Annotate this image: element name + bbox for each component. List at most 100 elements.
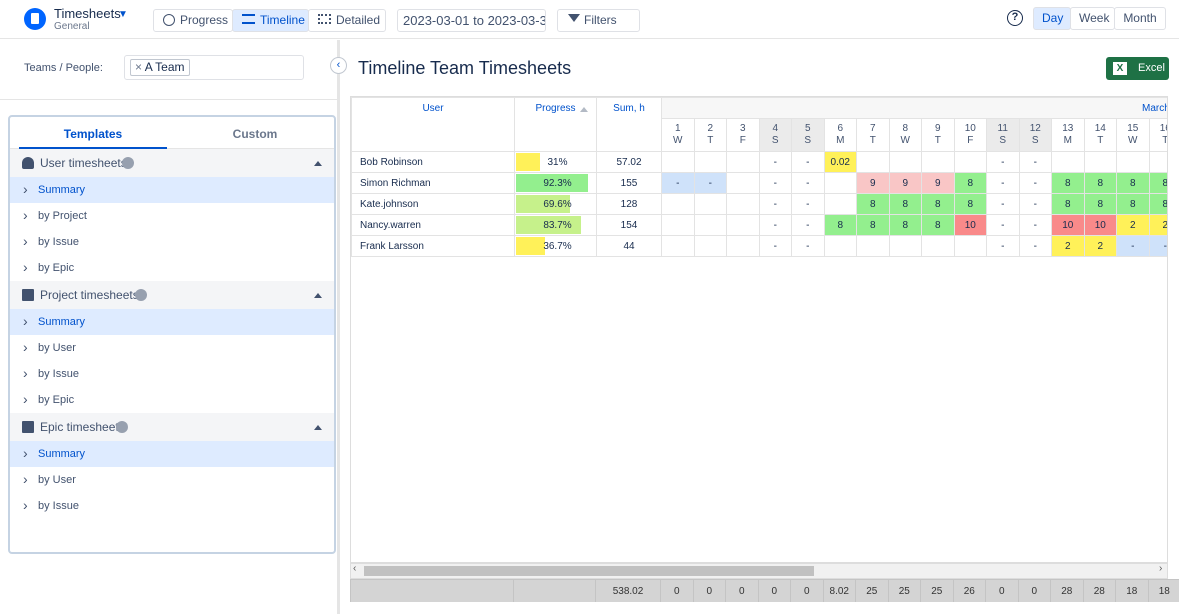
template-item[interactable]: Summary (10, 309, 334, 335)
app-dropdown[interactable]: ▼ (118, 9, 128, 20)
day-cell[interactable] (921, 151, 955, 173)
day-cell[interactable] (1083, 151, 1117, 173)
day-cell[interactable] (693, 151, 727, 173)
user-row[interactable]: Bob Robinson 31% 57.02- -0.02- - (351, 151, 1167, 173)
scroll-thumb[interactable] (364, 566, 814, 576)
day-cell[interactable] (888, 235, 922, 257)
zoom-month[interactable]: Month (1114, 7, 1166, 30)
day-cell[interactable]: - (791, 235, 825, 257)
day-cell[interactable]: 8 (1051, 172, 1085, 194)
day-cell[interactable] (1148, 151, 1167, 173)
day-cell[interactable] (693, 214, 727, 236)
day-cell[interactable]: 8 (888, 193, 922, 215)
day-cell[interactable] (1051, 151, 1085, 173)
day-cell[interactable]: - (1018, 235, 1052, 257)
template-item[interactable]: by Issue (10, 493, 334, 519)
day-cell[interactable]: - (758, 235, 792, 257)
teams-input[interactable]: × A Team (124, 55, 304, 80)
day-cell[interactable]: 10 (1083, 214, 1117, 236)
day-cell[interactable]: 2 (1051, 235, 1085, 257)
collapse-arrow[interactable] (314, 425, 322, 430)
day-cell[interactable]: - (791, 172, 825, 194)
day-cell[interactable] (726, 151, 760, 173)
help-icon[interactable]: ? (1007, 10, 1023, 26)
day-cell[interactable]: 8 (1116, 193, 1150, 215)
day-cell[interactable]: - (791, 214, 825, 236)
scroll-right[interactable]: › (1159, 563, 1163, 574)
day-cell[interactable]: 8 (1083, 193, 1117, 215)
day-cell[interactable]: - (986, 172, 1020, 194)
day-cell[interactable]: 10 (953, 214, 987, 236)
group-header[interactable]: Project timesheets (10, 281, 334, 309)
column-header[interactable]: Progress (514, 97, 597, 152)
day-cell[interactable]: 10 (1051, 214, 1085, 236)
day-cell[interactable] (856, 235, 890, 257)
day-cell[interactable]: - (1018, 193, 1052, 215)
day-cell[interactable] (726, 172, 760, 194)
day-cell[interactable]: 8 (921, 193, 955, 215)
day-cell[interactable]: - (986, 214, 1020, 236)
group-header[interactable]: User timesheets (10, 149, 334, 177)
day-cell[interactable] (661, 235, 695, 257)
day-cell[interactable]: - (1018, 172, 1052, 194)
day-cell[interactable]: 8 (1116, 172, 1150, 194)
day-cell[interactable]: 8 (823, 214, 857, 236)
app-title[interactable]: Timesheets (54, 6, 121, 21)
h-scrollbar[interactable]: ‹ › (350, 563, 1168, 579)
scroll-left[interactable]: ‹ (353, 563, 357, 574)
template-item[interactable]: by User (10, 335, 334, 361)
day-cell[interactable]: - (986, 193, 1020, 215)
template-item[interactable]: Summary (10, 177, 334, 203)
zoom-week[interactable]: Week (1070, 7, 1115, 30)
day-cell[interactable] (1116, 151, 1150, 173)
day-cell[interactable]: - (758, 151, 792, 173)
day-cell[interactable]: - (758, 172, 792, 194)
user-row[interactable]: Kate.johnson 69.6% 128- -8 8 8 8- -8 8 8 8 (351, 193, 1167, 215)
template-item[interactable]: Summary (10, 441, 334, 467)
sort-icon[interactable] (580, 107, 588, 112)
template-item[interactable]: by User (10, 467, 334, 493)
day-cell[interactable]: 8 (953, 193, 987, 215)
day-cell[interactable]: - (693, 172, 727, 194)
day-cell[interactable] (693, 235, 727, 257)
day-cell[interactable]: - (758, 214, 792, 236)
day-cell[interactable]: 9 (856, 172, 890, 194)
day-cell[interactable]: 8 (1051, 193, 1085, 215)
collapse-button[interactable]: ‹ (330, 57, 347, 74)
day-cell[interactable]: 8 (856, 214, 890, 236)
day-cell[interactable]: 8 (856, 193, 890, 215)
template-item[interactable]: by Epic (10, 387, 334, 413)
day-cell[interactable]: 2 (1116, 214, 1150, 236)
day-cell[interactable]: 8 (953, 172, 987, 194)
user-row[interactable]: Frank Larsson 36.7% 44- - - -2 2- - (351, 235, 1167, 257)
day-cell[interactable] (953, 151, 987, 173)
day-cell[interactable] (693, 193, 727, 215)
day-cell[interactable]: 8 (1083, 172, 1117, 194)
day-cell[interactable] (823, 172, 857, 194)
day-cell[interactable] (856, 151, 890, 173)
day-cell[interactable]: 8 (1148, 193, 1167, 215)
template-item[interactable]: by Issue (10, 361, 334, 387)
day-cell[interactable] (726, 235, 760, 257)
group-header[interactable]: Epic timesheets (10, 413, 334, 441)
day-cell[interactable] (921, 235, 955, 257)
column-header[interactable]: User (351, 97, 515, 152)
zoom-day[interactable]: Day (1033, 7, 1071, 30)
day-cell[interactable] (888, 151, 922, 173)
day-cell[interactable]: - (1018, 151, 1052, 173)
day-cell[interactable]: 0.02 (823, 151, 857, 173)
user-row[interactable]: Simon Richman 92.3% 155- - - -9 9 9 8- -8 8 8 8 (351, 172, 1167, 194)
template-item[interactable]: by Epic (10, 255, 334, 281)
day-cell[interactable] (726, 214, 760, 236)
day-cell[interactable] (823, 235, 857, 257)
user-row[interactable]: Nancy.warren 83.7% 154- -8 8 8 8 10- -10 10 2 2 (351, 214, 1167, 236)
day-cell[interactable]: - (1018, 214, 1052, 236)
column-header[interactable]: Sum, h (596, 97, 662, 152)
day-cell[interactable] (661, 151, 695, 173)
template-item[interactable]: by Project (10, 203, 334, 229)
team-tag[interactable]: × A Team (130, 59, 190, 76)
day-cell[interactable]: 8 (921, 214, 955, 236)
day-cell[interactable]: - (986, 235, 1020, 257)
day-cell[interactable]: 9 (921, 172, 955, 194)
day-cell[interactable]: 2 (1083, 235, 1117, 257)
